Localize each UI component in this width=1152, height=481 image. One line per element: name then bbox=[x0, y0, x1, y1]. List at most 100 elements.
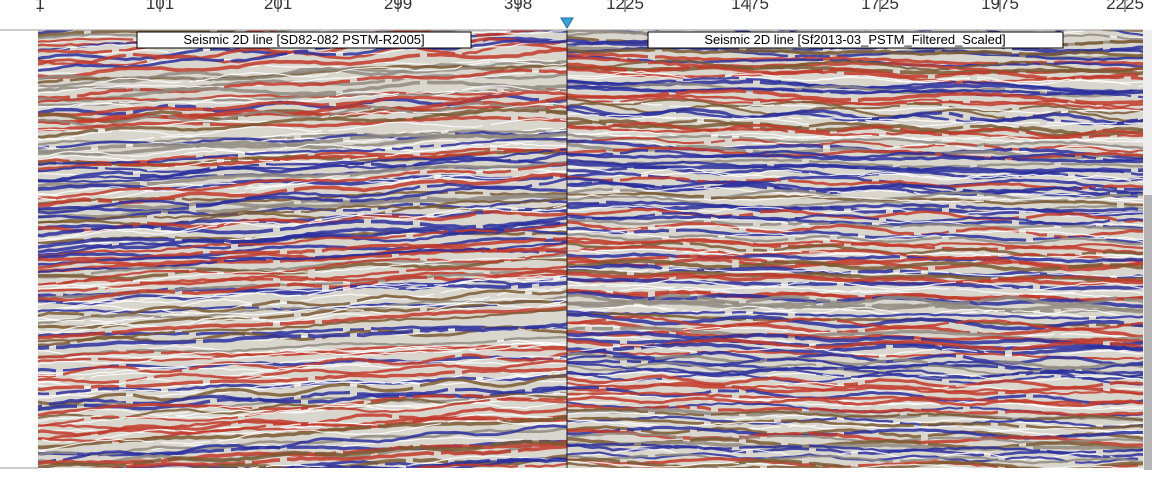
seismic-viewer: 110120129939812251475172519752225 Seismi… bbox=[0, 0, 1152, 481]
reflector bbox=[28, 476, 210, 481]
reflector bbox=[343, 209, 371, 210]
reflector bbox=[1019, 470, 1131, 477]
reflector bbox=[392, 17, 574, 29]
reflector bbox=[802, 22, 921, 28]
reflector bbox=[1082, 253, 1096, 254]
reflector bbox=[732, 312, 746, 313]
reflector bbox=[217, 476, 259, 477]
tick-label: 1 bbox=[35, 0, 44, 13]
reflector bbox=[28, 370, 56, 371]
reflector bbox=[455, 328, 518, 331]
tick-label: 1725 bbox=[861, 0, 899, 13]
reflector bbox=[91, 386, 119, 387]
reflector bbox=[56, 472, 259, 477]
reflector bbox=[613, 348, 634, 350]
reflector bbox=[1040, 476, 1103, 480]
reflector bbox=[140, 227, 154, 228]
reflector bbox=[371, 221, 413, 223]
tick-label: 201 bbox=[264, 0, 292, 13]
reflector bbox=[935, 26, 1026, 30]
reflector bbox=[28, 20, 553, 30]
reflector bbox=[28, 470, 56, 471]
reflector bbox=[441, 451, 511, 454]
reflector bbox=[98, 200, 112, 201]
reflector bbox=[1047, 472, 1096, 477]
reflector bbox=[469, 24, 525, 29]
reflector bbox=[294, 29, 308, 30]
reflector bbox=[613, 474, 662, 480]
reflector bbox=[858, 470, 1012, 474]
reflector bbox=[420, 329, 448, 331]
reflector bbox=[364, 27, 385, 28]
reflector bbox=[557, 475, 592, 476]
reflector bbox=[28, 4, 364, 22]
reflector bbox=[308, 335, 350, 337]
reflector bbox=[788, 223, 802, 225]
reflector bbox=[809, 208, 844, 210]
reflector bbox=[413, 396, 455, 397]
reflector bbox=[28, 467, 259, 481]
reflector bbox=[844, 384, 858, 385]
reflector bbox=[991, 157, 1005, 158]
seismic-canvas: 110120129939812251475172519752225 Seismi… bbox=[0, 0, 1152, 481]
reflector bbox=[504, 151, 525, 152]
reflector bbox=[739, 214, 753, 216]
reflector bbox=[273, 472, 371, 475]
reflector bbox=[1040, 311, 1054, 312]
tick-label: 1225 bbox=[606, 0, 644, 13]
reflector bbox=[690, 439, 739, 441]
reflector bbox=[399, 447, 483, 449]
reflector bbox=[280, 322, 315, 324]
reflector bbox=[28, 476, 49, 479]
reflector bbox=[746, 179, 781, 181]
reflector bbox=[210, 252, 280, 253]
top-axis: 110120129939812251475172519752225 bbox=[35, 0, 1144, 13]
reflector bbox=[557, 19, 683, 26]
reflector bbox=[788, 284, 837, 285]
panel-title-box: Seismic 2D line [SD82-082 PSTM-R2005] bbox=[137, 32, 471, 48]
reflector bbox=[669, 22, 781, 27]
reflector bbox=[907, 367, 921, 368]
reflector bbox=[921, 423, 991, 424]
tick-label: 101 bbox=[146, 0, 174, 13]
reflector bbox=[266, 473, 287, 475]
reflector bbox=[28, 347, 49, 349]
reflector bbox=[287, 19, 357, 21]
reflector bbox=[1096, 325, 1110, 326]
tick-label: 299 bbox=[384, 0, 412, 13]
reflector bbox=[28, 406, 42, 407]
reflector bbox=[823, 472, 886, 477]
reflector bbox=[497, 460, 574, 462]
reflector bbox=[294, 468, 399, 472]
reflector bbox=[427, 5, 574, 9]
reflector bbox=[669, 468, 718, 470]
reflector bbox=[84, 280, 133, 282]
reflector bbox=[676, 478, 711, 480]
reflector bbox=[1103, 186, 1145, 187]
reflector bbox=[1103, 478, 1117, 480]
reflector bbox=[28, 393, 49, 394]
reflector bbox=[1075, 43, 1103, 45]
reflector bbox=[420, 145, 434, 146]
tick-label: 398 bbox=[504, 0, 532, 13]
position-marker[interactable] bbox=[561, 18, 573, 28]
reflector bbox=[448, 15, 574, 22]
reflector bbox=[1061, 376, 1075, 377]
reflector bbox=[1026, 472, 1040, 473]
scrollbar-thumb[interactable] bbox=[1144, 195, 1152, 470]
reflector bbox=[739, 470, 928, 479]
panel-title: Seismic 2D line [Sf2013-03_PSTM_Filtered… bbox=[704, 32, 1005, 47]
reflector bbox=[599, 469, 732, 477]
panel-title: Seismic 2D line [SD82-082 PSTM-R2005] bbox=[183, 32, 424, 47]
reflector bbox=[98, 146, 126, 148]
reflector bbox=[599, 182, 613, 183]
reflector bbox=[935, 473, 1019, 480]
reflector bbox=[315, 28, 357, 29]
reflector bbox=[497, 25, 574, 27]
reflector bbox=[455, 192, 483, 193]
reflector bbox=[217, 22, 441, 31]
reflector bbox=[900, 166, 970, 167]
reflector bbox=[557, 26, 599, 28]
reflector bbox=[788, 23, 928, 27]
reflector bbox=[557, 23, 662, 26]
